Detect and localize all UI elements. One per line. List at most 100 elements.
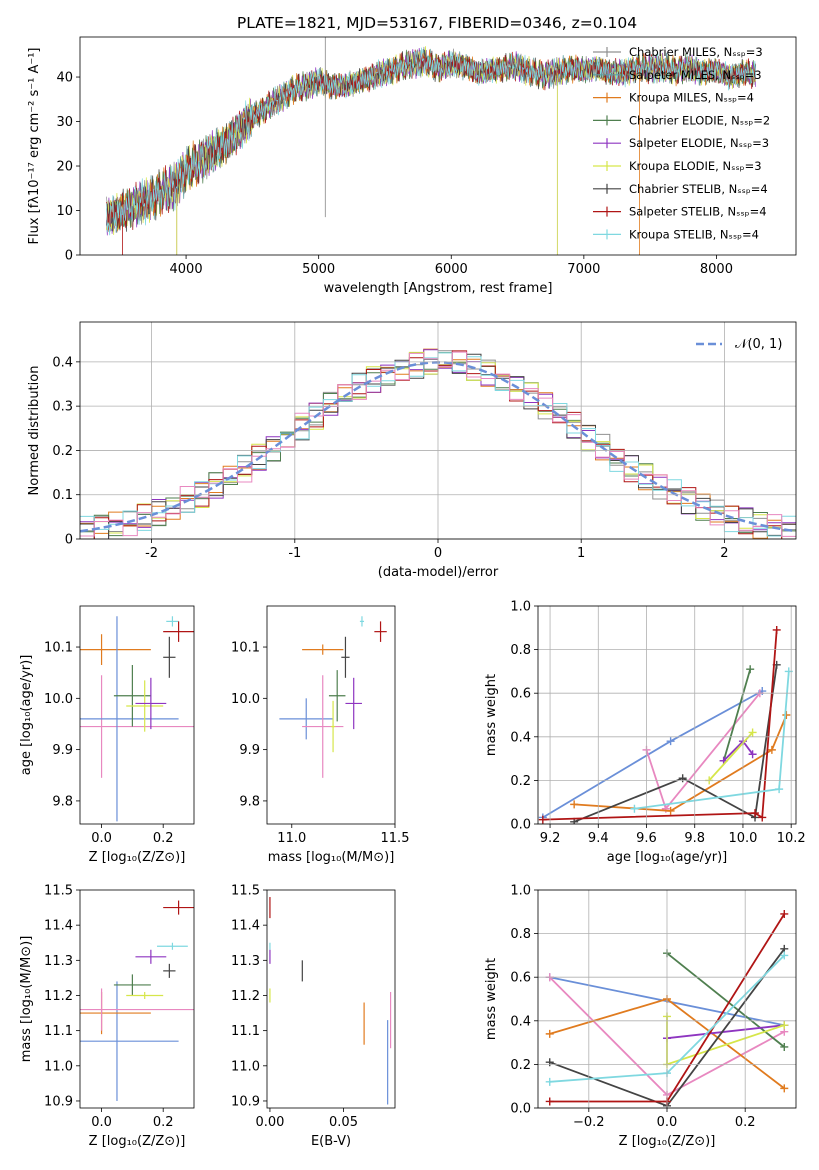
age_vs_mass-axes: 11.0 11.5 9.8 9.9 10.0 10.1 mass [log₁₀(M/M⊙)]	[231, 605, 409, 865]
weight-marker	[780, 1021, 789, 1030]
residual-legend: 𝒩(0, 1)	[696, 337, 782, 352]
errorbar-point	[80, 634, 151, 665]
weight-marker	[780, 951, 789, 960]
y-tick-label: 11.1	[44, 1024, 73, 1039]
y-tick-label: 0.2	[510, 774, 531, 789]
x-tick-label: −0.2	[573, 1115, 605, 1130]
weight-marker	[746, 665, 755, 674]
y-tick-label: 9.8	[239, 794, 260, 809]
y-tick-label: 0.6	[510, 687, 531, 702]
legend-label: Chabrier ELODIE, Nₛₛₚ=2	[629, 113, 770, 127]
weight-marker	[678, 774, 687, 783]
x-axis-label: Z [log₁₀(Z/Z⊙)]	[89, 1134, 186, 1149]
x-tick-label: 10.2	[777, 831, 806, 846]
errorbar-point	[80, 616, 179, 822]
y-tick-label: 0.6	[510, 971, 531, 986]
weight_vs_age-axes: 9.2 9.4 9.6 9.8 10.0 10.2 0.0 0.2 0.4 0.6 0.8 1.0 ag…	[484, 600, 806, 866]
y-axis-label: Normed distribution	[27, 366, 42, 496]
legend-label: Kroupa STELIB, Nₛₛₚ=4	[629, 227, 759, 241]
plot-frame	[266, 889, 396, 1109]
errorbar-point	[328, 670, 346, 722]
y-axis-label: age [log₁₀(age/yr)]	[19, 655, 34, 776]
errorbar-point	[163, 900, 194, 915]
weight-marker	[775, 785, 784, 794]
y-tick-label: 10.0	[44, 692, 73, 707]
weight-series	[630, 667, 793, 813]
y-tick-label: 0.3	[52, 400, 73, 415]
y-tick-label: 0	[65, 533, 73, 548]
weight-marker	[748, 728, 757, 737]
y-tick-label: 1.0	[510, 884, 531, 899]
errorbar-point	[163, 963, 176, 978]
weight-series-line	[722, 668, 752, 762]
plot-frame	[79, 36, 797, 256]
errorbar-point	[302, 675, 344, 778]
x-tick-label: 0.2	[735, 1115, 756, 1130]
y-tick-label: 9.9	[52, 743, 73, 758]
x-tick-label: 0.0	[91, 1115, 112, 1130]
weight-series	[719, 737, 757, 765]
errorbar-point	[345, 677, 362, 730]
weight-marker	[751, 809, 760, 818]
age_vs_Z-axes: 0.0 0.2 9.8 9.9 10.0 10.1 Z [log₁₀(Z/Z⊙)] age […	[19, 605, 195, 865]
weight_vs_age-lines	[538, 625, 793, 824]
legend-label: Chabrier STELIB, Nₛₛₚ=4	[629, 182, 768, 196]
y-tick-label: 10.1	[44, 641, 73, 656]
y-tick-label: 1.0	[510, 600, 531, 615]
mass_vs_EBV-points	[269, 897, 392, 1105]
y-tick-label: 11.3	[44, 954, 73, 969]
x-tick-label: 6000	[435, 262, 468, 277]
spectrum-lines	[106, 37, 757, 255]
weight-series-line	[666, 952, 785, 1048]
y-tick-label: 11.4	[44, 919, 73, 934]
weight-series	[538, 625, 781, 824]
errorbar-point	[279, 698, 334, 740]
x-tick-label: -2	[145, 546, 158, 561]
figure-title: PLATE=1821, MJD=53167, FIBERID=0346, z=0…	[237, 14, 637, 32]
plot-frame	[266, 605, 396, 825]
errorbar-point	[163, 621, 194, 642]
y-tick-label: 10.9	[231, 1094, 260, 1109]
x-axis-label: Z [log₁₀(Z/Z⊙)]	[619, 1134, 716, 1149]
weight-marker	[666, 806, 675, 815]
legend-label: Salpeter STELIB, Nₛₛₚ=4	[629, 205, 767, 219]
y-tick-label: 0.0	[510, 818, 531, 833]
x-tick-label: 4000	[170, 262, 203, 277]
y-tick-label: 9.8	[52, 794, 73, 809]
weight-series-line	[708, 731, 754, 782]
errorbar-point	[135, 677, 167, 730]
spectrum-axes: 4000 5000 6000 7000 8000 0 10 20 30 40 wavelength …	[27, 36, 797, 296]
x-tick-label: 9.4	[588, 831, 609, 846]
y-axis-label: Flux [fλ10⁻¹⁷ erg cm⁻² s⁻¹ A⁻¹]	[27, 48, 42, 245]
x-tick-label: 0.00	[255, 1115, 284, 1130]
weight_vs_Z-axes: −0.2 0.0 0.2 0.0 0.2 0.4 0.6 0.8 1.0 Z [log₁₀(Z/Z…	[484, 884, 797, 1149]
weight-marker	[758, 813, 767, 822]
y-tick-label: 11.2	[44, 989, 73, 1004]
weight-marker	[767, 745, 776, 754]
weight-marker	[780, 909, 789, 918]
y-tick-label: 11.5	[231, 884, 260, 899]
y-tick-label: 20	[56, 160, 73, 175]
x-tick-label: 0.2	[153, 831, 174, 846]
errorbar-point	[163, 636, 176, 678]
weight-series-line	[542, 629, 778, 821]
y-tick-label: 11.4	[231, 919, 260, 934]
errorbar-point	[80, 675, 194, 778]
plot-frame	[537, 889, 797, 1109]
weight-marker	[772, 625, 781, 634]
legend-label: Kroupa ELODIE, Nₛₛₚ=3	[629, 159, 762, 173]
errorbar-point	[359, 616, 365, 627]
y-tick-label: 11.0	[231, 1059, 260, 1074]
y-tick-label: 10.9	[44, 1094, 73, 1109]
x-tick-label: 0.0	[91, 831, 112, 846]
age_vs_Z-points	[80, 616, 194, 822]
plot-frame	[79, 605, 195, 825]
legend-label: Salpeter ELODIE, Nₛₛₚ=3	[629, 136, 769, 150]
errorbar-point	[331, 700, 336, 753]
y-tick-label: 0.2	[52, 444, 73, 459]
weight-marker	[570, 800, 579, 809]
weight-marker	[545, 1029, 554, 1038]
errorbar-point	[113, 974, 151, 996]
residuals-axes: -2 -1 0 1 2 0 0.1 0.2 0.3 0.4 (data-model)/error No…	[27, 321, 797, 580]
weight-marker	[748, 750, 757, 759]
